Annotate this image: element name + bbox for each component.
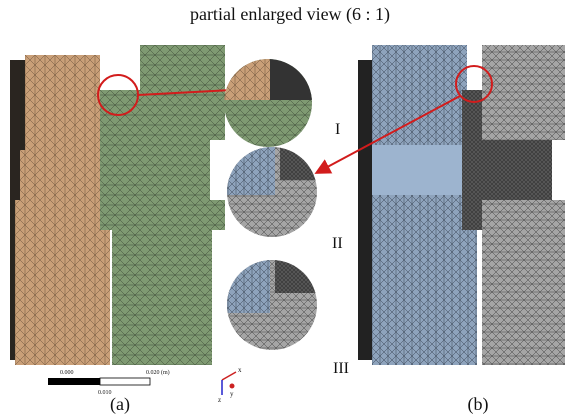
- panel-label: (a): [110, 394, 130, 415]
- axis-label: z: [218, 396, 221, 404]
- detail-view: [220, 55, 320, 155]
- detail-view: [225, 145, 325, 240]
- detail-view: [225, 258, 325, 353]
- detail-label: III: [333, 360, 349, 377]
- axis-label: x: [238, 366, 242, 374]
- figure: partial enlarged view (6 : 1) 0.000 0.01…: [0, 0, 573, 416]
- model-a: [10, 45, 232, 365]
- detail-label: II: [332, 235, 343, 252]
- axis-label: y: [230, 390, 234, 398]
- scale-label: 0.000: [60, 370, 74, 376]
- axis-triad: x y z: [218, 366, 242, 404]
- figure-title: partial enlarged view (6 : 1): [190, 4, 390, 25]
- scale-bar: [48, 378, 100, 385]
- panel-label: (b): [468, 394, 489, 415]
- scale-label: 0.020 (m): [146, 369, 170, 376]
- model-b: [318, 45, 565, 365]
- detail-label: I: [335, 121, 340, 138]
- scale-bar: [100, 378, 150, 385]
